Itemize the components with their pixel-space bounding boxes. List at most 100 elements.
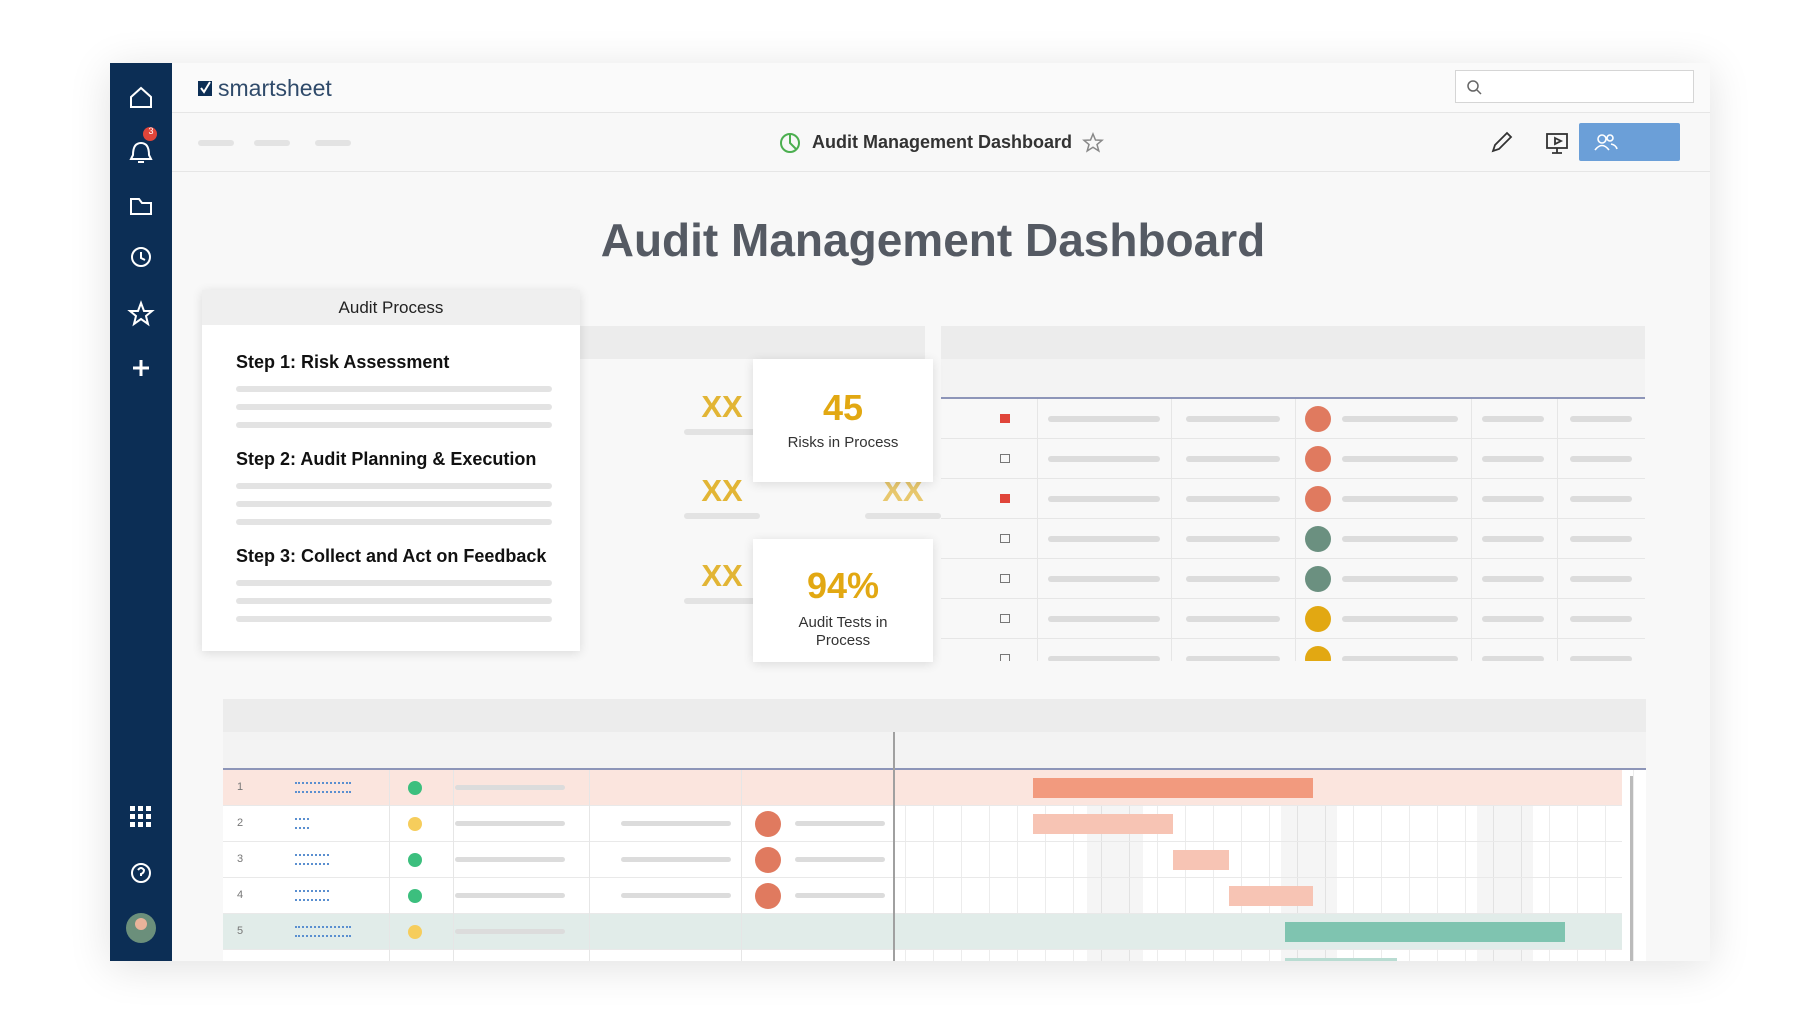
placeholder-line — [1186, 416, 1280, 422]
placeholder-line — [1048, 576, 1160, 582]
placeholder-line — [236, 598, 552, 604]
flag — [1000, 614, 1010, 623]
flag — [1000, 494, 1010, 503]
share-button[interactable] — [1579, 123, 1680, 161]
widget-header — [941, 326, 1645, 359]
col-line — [989, 770, 990, 961]
row-line — [941, 638, 1645, 639]
flag — [1000, 414, 1010, 423]
placeholder-line — [236, 404, 552, 410]
row-icons — [295, 890, 329, 901]
placeholder-line — [1342, 576, 1458, 582]
col-line — [1409, 770, 1410, 961]
gantt-divider — [893, 732, 895, 961]
metric-value: 94% — [806, 565, 880, 606]
status-dot — [408, 781, 422, 795]
placeholder-line — [1342, 456, 1458, 462]
gantt-row — [223, 770, 1622, 806]
avatar — [1305, 526, 1331, 552]
col-line — [1633, 770, 1634, 961]
placeholder-line — [455, 893, 565, 898]
gantt-bar — [1285, 922, 1565, 942]
placeholder-line — [1048, 496, 1160, 502]
col-line — [1325, 770, 1326, 961]
col-line — [905, 770, 906, 961]
avatar — [1305, 606, 1331, 632]
row-number: 3 — [237, 853, 244, 865]
placeholder-line — [795, 857, 885, 862]
gantt-header — [223, 699, 1646, 732]
placeholder-line — [621, 857, 731, 862]
row-line — [941, 558, 1645, 559]
avatar — [1305, 566, 1331, 592]
brand-name: smartsheet — [218, 75, 332, 101]
col-line — [1605, 770, 1606, 961]
placeholder-value: XX — [701, 389, 743, 424]
flag — [1000, 534, 1010, 543]
gantt-bar — [1229, 886, 1313, 906]
placeholder-value: XX — [701, 558, 743, 593]
placeholder-line — [1342, 616, 1458, 622]
risk-table — [941, 399, 1645, 661]
col-line — [1101, 770, 1102, 961]
col-line — [1353, 770, 1354, 961]
row-line — [941, 438, 1645, 439]
placeholder-line — [1570, 416, 1632, 422]
step-title: Step 1: Risk Assessment — [236, 352, 450, 372]
placeholder-line — [236, 386, 552, 392]
toolbar: Audit Management Dashboard — [172, 113, 1710, 172]
card-title: Audit Process — [202, 290, 580, 325]
col-line — [1037, 399, 1038, 661]
avatar — [1305, 486, 1331, 512]
placeholder-line — [1342, 656, 1458, 661]
placeholder-line — [795, 893, 885, 898]
avatar — [1305, 446, 1331, 472]
gantt-bar — [1033, 778, 1313, 798]
metric-label: Risks in Process — [787, 434, 899, 451]
placeholder-line — [1186, 456, 1280, 462]
step-title: Step 2: Audit Planning & Execution — [236, 449, 537, 469]
placeholder-line — [455, 785, 565, 790]
placeholder-line — [1482, 536, 1544, 542]
gantt-bar — [1285, 958, 1397, 961]
placeholder-line — [236, 483, 552, 489]
row-number: 5 — [237, 925, 244, 937]
placeholder-line — [1570, 616, 1632, 622]
search-box[interactable] — [1455, 70, 1694, 103]
col-line — [1241, 770, 1242, 961]
col-line — [1465, 770, 1466, 961]
col-line — [589, 770, 590, 961]
col-line — [1521, 770, 1522, 961]
widget-header — [580, 326, 925, 359]
sidebar-icons — [126, 86, 157, 943]
row-icons — [295, 926, 351, 937]
gantt-grid: 1 2 3 4 5 — [223, 770, 1646, 961]
row-line — [941, 518, 1645, 519]
placeholder-line — [1048, 616, 1160, 622]
placeholder-line — [1186, 656, 1280, 661]
row-line — [223, 877, 1622, 878]
placeholder-line — [1482, 616, 1544, 622]
placeholder-line — [1186, 616, 1280, 622]
metric-card: 94% Audit Tests in Process — [753, 539, 933, 662]
col-line — [1171, 399, 1172, 661]
placeholder-line — [1186, 496, 1280, 502]
row-line — [223, 913, 1622, 914]
brand-logo — [198, 81, 212, 96]
avatar — [755, 883, 781, 909]
row-number: 1 — [237, 781, 244, 793]
col-line — [1017, 770, 1018, 961]
row-line — [223, 841, 1622, 842]
placeholder-line — [1570, 536, 1632, 542]
placeholder-line — [1570, 456, 1632, 462]
favorite-star[interactable] — [1082, 132, 1104, 154]
placeholder-line — [1570, 496, 1632, 502]
placeholder-line — [1570, 576, 1632, 582]
placeholder-line — [1482, 496, 1544, 502]
col-line — [1297, 770, 1298, 961]
status-dot — [408, 853, 422, 867]
sidebar: 3 — [110, 63, 172, 961]
flag — [1000, 574, 1010, 583]
top-bar — [172, 63, 1710, 113]
